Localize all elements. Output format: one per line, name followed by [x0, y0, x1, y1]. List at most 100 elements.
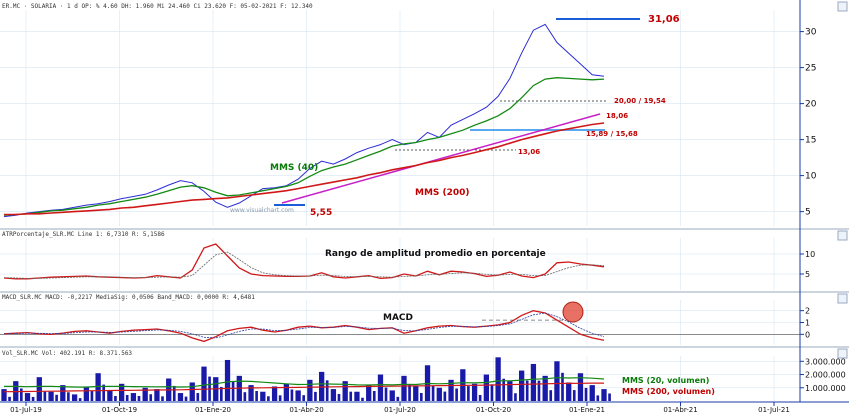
volume-bar [271, 386, 278, 401]
x-tick-label: 01-Ene-21 [569, 406, 605, 414]
volume-bar [1, 389, 7, 401]
volume-bar [114, 396, 117, 401]
volume-bar [377, 374, 384, 401]
volume-bar [196, 393, 200, 401]
volume-bar [36, 377, 42, 401]
volume-bar [413, 386, 419, 401]
volume-bar [119, 383, 125, 401]
label-low: 5,55 [310, 208, 332, 218]
volume-bar [20, 388, 23, 401]
volume-bar [401, 375, 407, 401]
panel-scroll-handle-main[interactable] [837, 1, 848, 12]
volume-bar [290, 389, 294, 401]
volume-bar [502, 378, 505, 401]
x-tick-label: 01-Ene-20 [195, 406, 231, 414]
volume-bar [24, 393, 31, 401]
volume-bar [408, 384, 411, 401]
volume-bar [519, 370, 525, 401]
atr-percent-ytick-label: 5 [805, 270, 810, 279]
volume-ytick-label: 2.000.000 [805, 371, 846, 380]
x-tick-label: 01-Oct-20 [476, 406, 511, 414]
volume-bar [584, 387, 588, 401]
atr-header: ATRPorcentaje_SLR.MC Line 1: 6,7310 R: 5… [2, 231, 165, 238]
x-tick-label: 01-Jul-19 [10, 406, 42, 414]
x-tick-label: 01-Abr-20 [289, 406, 323, 414]
panel-scroll-handle-macd[interactable] [837, 293, 848, 304]
x-tick-label: 01-Abr-21 [663, 406, 697, 414]
macd-peak-highlight [562, 301, 584, 323]
main-price-ytick-label: 25 [805, 64, 816, 74]
macd-panel: MACD_SLR.MC MACD: -0,2217 MediaSig: 0,05… [0, 291, 849, 345]
macd-series-line [3, 310, 605, 343]
main-price-ytick-label: 10 [805, 172, 817, 182]
volume-bar [255, 390, 258, 401]
volume-panel: Vol_SLR.MC Vol: 402.191 R: 8.371.563 MMS… [0, 346, 849, 401]
trend-line-support [281, 113, 601, 204]
main-price-series-line [3, 77, 605, 216]
volume-bar [8, 396, 11, 401]
main-panel: ER.MC · SOLARIA · 1 d OP: % 4.60 DH: 1.9… [0, 3, 800, 226]
label-mms200: MMS (200) [415, 188, 470, 198]
main-price-ytick-label: 15 [805, 136, 816, 146]
panel-scroll-handle-atr[interactable] [837, 230, 848, 241]
watermark: www.visualchart.com [230, 207, 294, 214]
label-mms40: MMS (40) [270, 163, 318, 173]
volume-bar [302, 395, 305, 401]
volume-bar [231, 381, 235, 401]
atr-series-layer [3, 243, 605, 280]
volume-bar [172, 385, 176, 401]
main-price-ytick-label: 30 [805, 28, 817, 38]
label-high: 31,06 [648, 14, 680, 25]
volume-bar [431, 385, 435, 401]
volume-bar [307, 379, 313, 401]
label-vol200: MMS (200, volumen) [622, 387, 715, 396]
main-price-series-line [3, 23, 605, 218]
volume-bar [525, 380, 529, 401]
macd-series-layer [0, 310, 800, 343]
volume-bar [55, 394, 58, 401]
volume-bar [95, 373, 101, 401]
volume-bar [83, 386, 89, 401]
volume-bar [467, 386, 470, 401]
volume-bar [102, 384, 105, 401]
volume-bar [107, 390, 113, 401]
volume-bar [154, 389, 160, 401]
volume-bar [507, 381, 513, 401]
main-series-layer [3, 23, 605, 218]
volume-bar [490, 384, 494, 401]
volume-bar [314, 391, 317, 401]
volume-ytick-label: 3.000.000 [805, 357, 846, 366]
volume-bar [137, 395, 141, 401]
volume-bar [561, 372, 564, 401]
volume-bar [354, 391, 360, 401]
volume-bar [283, 383, 289, 401]
volume-bar [483, 374, 489, 401]
volume-bar [295, 390, 301, 401]
volume-bar [325, 380, 329, 401]
volume-ma-line [4, 377, 605, 388]
volume-bar [342, 381, 348, 401]
volume-bar [149, 394, 153, 401]
macd-ytick-label: 2 [805, 307, 810, 316]
volume-bar [349, 391, 353, 401]
label-support3: 15,89 / 15,68 [586, 130, 638, 138]
volume-bar [267, 396, 270, 401]
panel-scroll-handle-volume[interactable] [837, 348, 848, 359]
volume-bar [220, 386, 223, 401]
label-support1: 20,00 / 19,54 [614, 97, 666, 105]
volume-bar [455, 388, 458, 401]
volume-bar [125, 394, 129, 401]
volume-bar [396, 396, 400, 401]
volume-bar [337, 393, 341, 401]
volume-bar [224, 359, 231, 401]
volume-bar [161, 396, 164, 401]
main-gridlines [0, 10, 800, 226]
macd-title: MACD [383, 313, 413, 323]
volume-bar [142, 387, 148, 401]
volume-bar [384, 387, 388, 401]
volume-bar [389, 390, 395, 401]
volume-bar [201, 366, 207, 401]
main-price-series-line [4, 122, 605, 216]
main-price-ytick-label: 20 [805, 100, 817, 110]
